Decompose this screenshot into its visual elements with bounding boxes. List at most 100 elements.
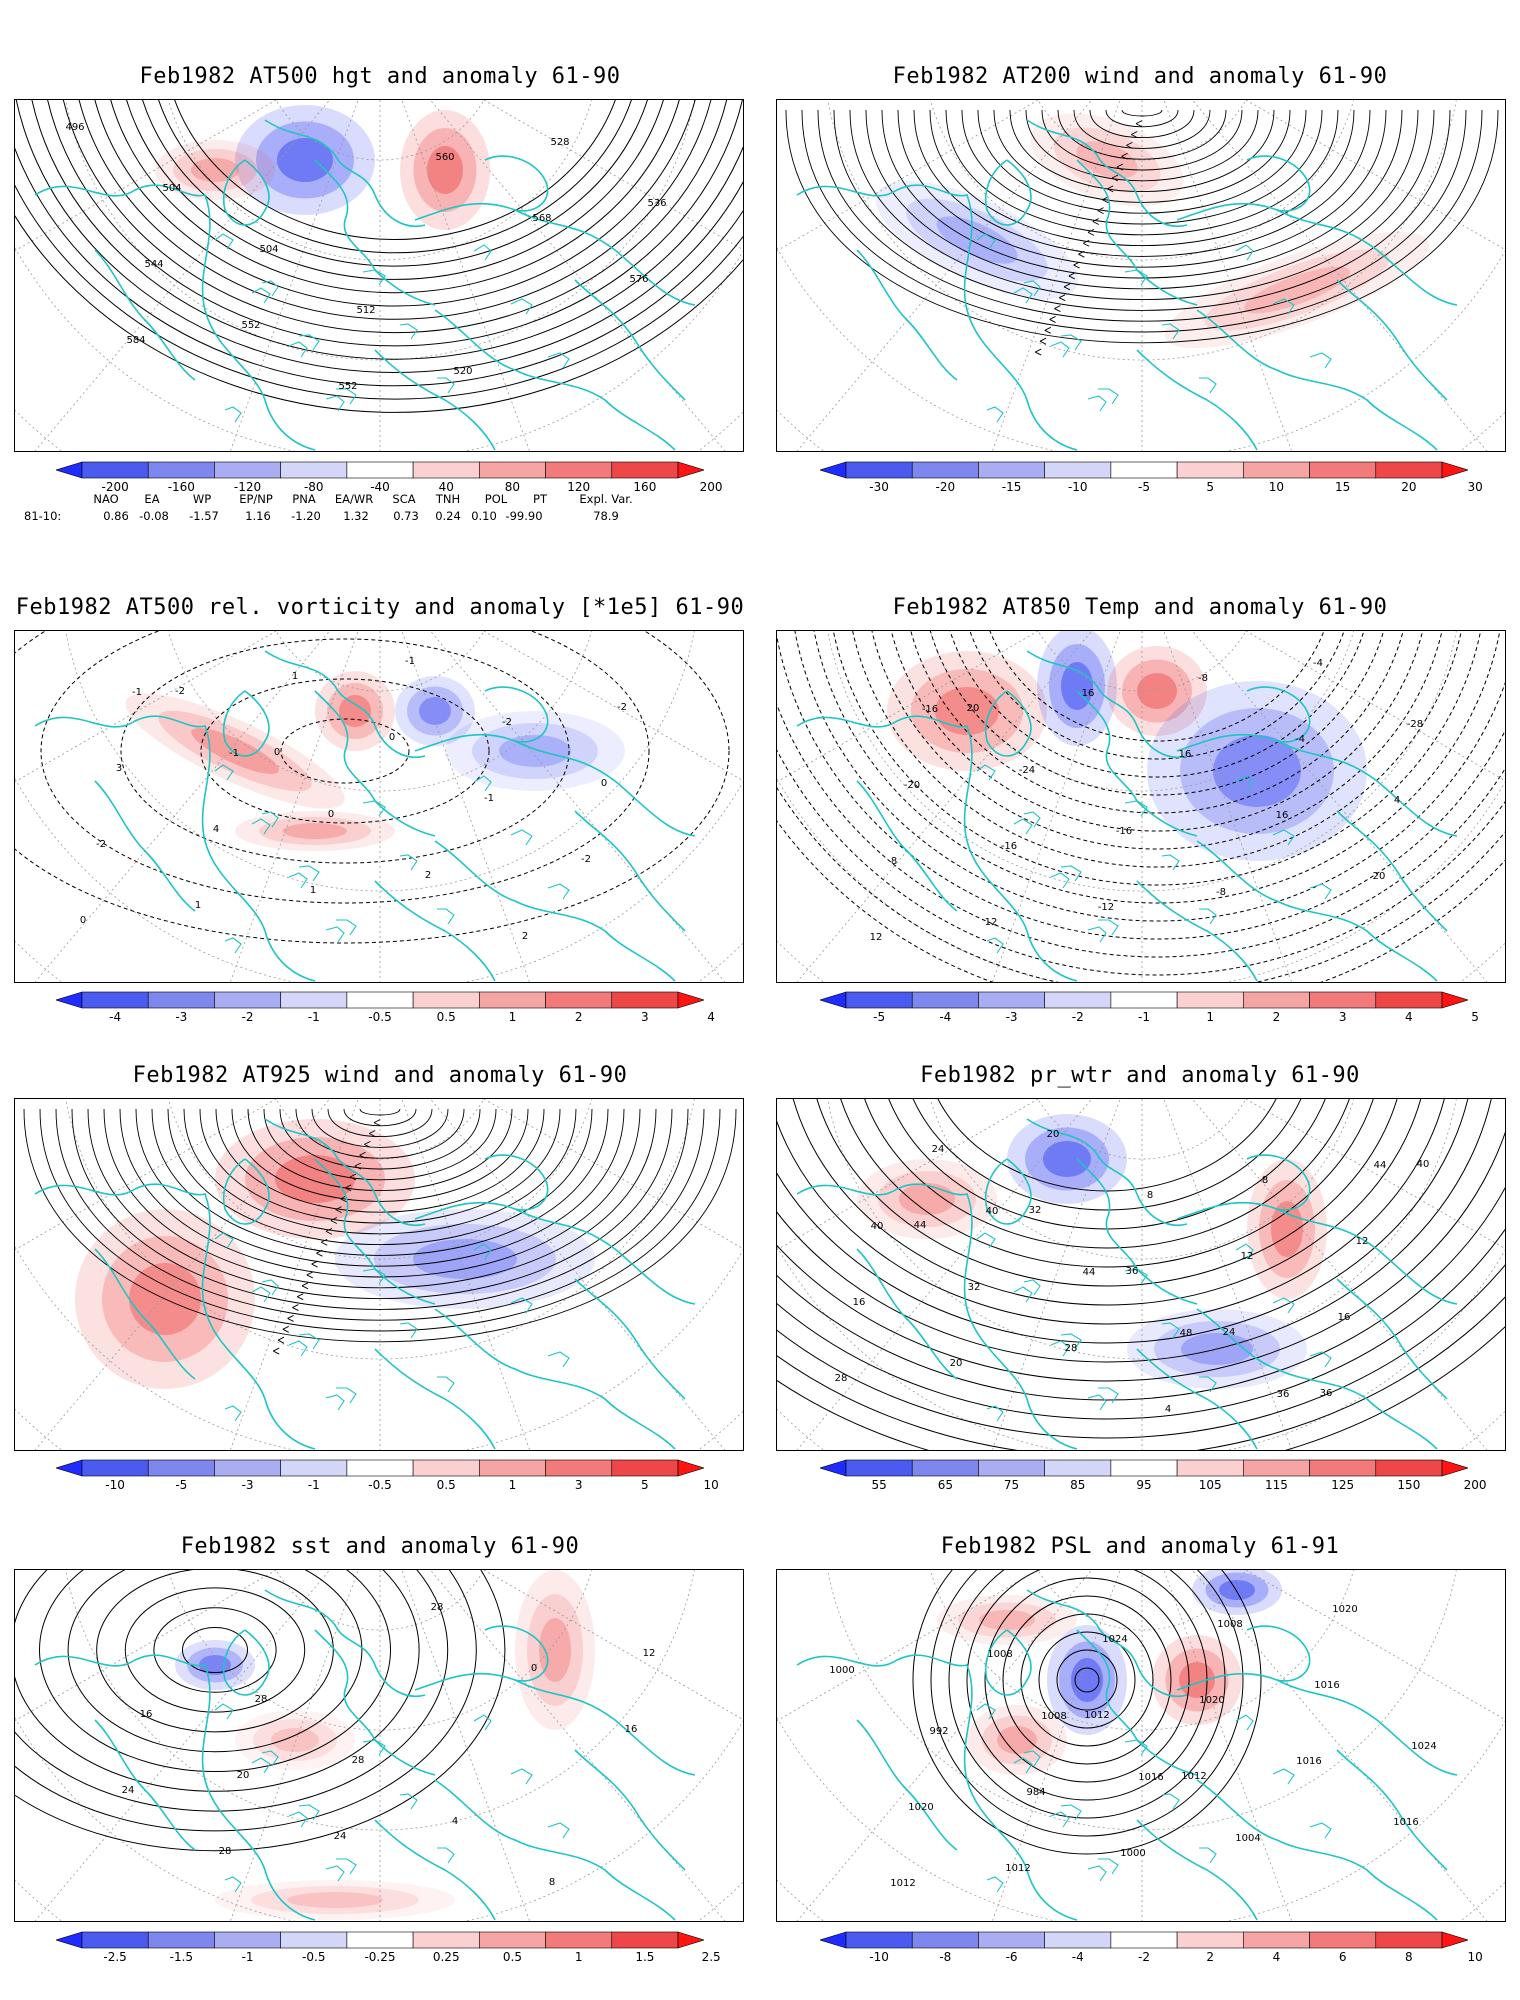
- colorbar-swatch: [280, 1459, 348, 1477]
- graticule: [777, 1099, 1505, 1450]
- colorbar-swatch: [479, 1931, 546, 1949]
- colorbar-swatch: [81, 1459, 149, 1477]
- colorbar-swatch: [1375, 991, 1443, 1009]
- contour-label: 1008: [1217, 1619, 1242, 1630]
- map-canvas: [777, 100, 1505, 451]
- teleconnection-header: PNA: [292, 492, 316, 506]
- contour-label: 1024: [1102, 1634, 1127, 1645]
- teleconnection-header: EA: [144, 492, 160, 506]
- colorbar-swatch: [911, 1459, 979, 1477]
- colorbar-swatch: [479, 991, 546, 1009]
- colorbar-tick-label: -2: [1071, 1010, 1084, 1024]
- colorbar-tick-label: 15: [1335, 480, 1351, 494]
- colorbar-tick-label: -10: [1067, 480, 1088, 494]
- colorbar-swatch: [911, 991, 979, 1009]
- contour-labels: 4044483644403228481216202081216282432362…: [835, 1129, 1430, 1415]
- colorbar-tick-label: -5: [1138, 480, 1150, 494]
- contour-label: 520: [453, 366, 472, 377]
- contour-label: 552: [241, 320, 260, 331]
- contour-label: 1020: [1332, 1604, 1357, 1615]
- map-canvas: [15, 1099, 743, 1450]
- contour-label: 12: [643, 1648, 656, 1659]
- contour-label: -2: [175, 686, 185, 697]
- colorbar-graphic: [820, 1459, 1468, 1477]
- contour-label: -1: [405, 656, 415, 667]
- colorbar-swatch: [545, 1459, 613, 1477]
- colorbar-swatch: [214, 1459, 281, 1477]
- colorbar: -200 -160 -120 -80 -40 40 80 120 160 200: [56, 460, 723, 498]
- contour-label: 48: [1180, 1328, 1193, 1339]
- colorbar-tick-label: 4: [1272, 1950, 1281, 1964]
- colorbar-tick-label: -30: [869, 480, 889, 494]
- colorbar-swatch: [845, 1459, 913, 1477]
- contour-label: -2: [581, 854, 591, 865]
- contour-label: 40: [986, 1206, 999, 1217]
- coastlines: [34, 1589, 696, 1921]
- contour-label: 528: [550, 137, 569, 148]
- contour-label: 32: [1029, 1205, 1042, 1216]
- colorbar-graphic: [820, 461, 1468, 479]
- map-frame: -16 -24 -16 -8 -4 -28 -20 -16 -12 -8 -4 4 8 12 16 16 16 2…: [776, 630, 1506, 983]
- colorbar-tick-label: -1: [241, 1950, 254, 1964]
- contour-label: 1016: [1296, 1756, 1321, 1767]
- colorbar-swatch: [545, 1931, 613, 1949]
- contour-label: 24: [122, 1785, 135, 1796]
- panel-title: Feb1982 PSL and anomaly 61-91: [940, 1534, 1340, 1559]
- colorbar-tick-label: -80: [303, 480, 324, 494]
- colorbar-tick-label: 10: [1467, 1950, 1483, 1964]
- colorbar-tick-label: 2: [574, 1010, 583, 1024]
- contour-label: 0: [531, 1663, 537, 1674]
- colorbar-tick-label: -2: [1138, 1950, 1150, 1964]
- contour-label: 12: [1241, 1251, 1254, 1262]
- panel-wind200: Feb1982 AT200 wind and anomaly 61-90 -30…: [760, 0, 1520, 540]
- teleconnection-value-row: 81-10: 0.86 -0.08 -1.57 1.16 -1.20 1.32 0.73 0.2…: [24, 509, 664, 526]
- map-frame: [14, 1098, 744, 1451]
- colorbar-tick-label: -20: [935, 480, 956, 494]
- colorbar-tick-label: 200: [699, 480, 723, 494]
- contour-label: 28: [835, 1373, 848, 1384]
- colorbar-tick-label: -5: [175, 1478, 188, 1492]
- colorbar-tick-label: 95: [1136, 1478, 1152, 1492]
- colorbar-tick-label: -0.5: [368, 1478, 392, 1492]
- contour-label: 32: [968, 1282, 981, 1293]
- colorbar-swatch: [1044, 1931, 1112, 1949]
- contour-label: 512: [356, 305, 375, 316]
- contour-label: 2: [425, 870, 431, 881]
- panel-vort500: Feb1982 AT500 rel. vorticity and anomaly…: [0, 540, 760, 1024]
- map-frame: [776, 99, 1506, 452]
- colorbar-tick-label: 120: [567, 480, 591, 494]
- contour-label: -12: [1098, 902, 1114, 913]
- contour-label: 16: [1276, 810, 1289, 821]
- contour-label: 1016: [1393, 1817, 1418, 1828]
- contour-label: 8: [1147, 1190, 1153, 1201]
- contour-label: 20: [950, 1358, 963, 1369]
- colorbar-swatch: [1110, 1931, 1178, 1949]
- colorbar-swatch: [1375, 461, 1443, 479]
- colorbar-swatch: [845, 1931, 913, 1949]
- contour-label: 560: [435, 152, 454, 163]
- teleconnection-header: SCA: [392, 492, 416, 506]
- colorbar-tick-label: -4: [1071, 1950, 1084, 1964]
- colorbar-swatch: [1243, 1459, 1310, 1477]
- map-canvas: 1008 1016 1004 1020 1000 992 984 1000 1008 1016 10…: [777, 1570, 1505, 1921]
- contour-label: 36: [1277, 1389, 1290, 1400]
- colorbar-swatch: [280, 991, 348, 1009]
- colorbar-swatch: [1176, 1459, 1244, 1477]
- colorbar-swatch: [412, 1459, 480, 1477]
- panel-wind925: Feb1982 AT925 wind and anomaly 61-90 -10…: [0, 1010, 760, 1492]
- contour-labels: 1008 1016 1004 1020 1000 992 984 1000 1008 1016 10…: [829, 1604, 1436, 1889]
- contour-label: 24: [334, 1831, 347, 1842]
- teleconnection-value: 0.24: [435, 509, 461, 523]
- colorbar-tick-label: 75: [1003, 1478, 1020, 1492]
- colorbar: -10 -5 -3 -1 -0.5 0.5 1 3 5 10: [56, 1458, 719, 1496]
- contour-labels: -16 -24 -16 -8 -4 -28 -20 -16 -12 -8 -4 4 8 12 16 16 16 2…: [870, 658, 1424, 943]
- colorbar: -30 -20 -15 -10 -5 5 10 15 20 30: [820, 460, 1483, 498]
- colorbar-swatch: [56, 991, 83, 1009]
- contour-lines: [777, 1099, 1505, 1450]
- colorbar-tick-label: 2.5: [701, 1950, 721, 1964]
- colorbar-swatch: [845, 461, 913, 479]
- colorbar-swatch: [147, 991, 215, 1009]
- contour-label: 20: [237, 1770, 250, 1781]
- teleconnection-value: 0.10: [471, 509, 497, 523]
- colorbar-tick-label: 105: [1198, 1478, 1222, 1492]
